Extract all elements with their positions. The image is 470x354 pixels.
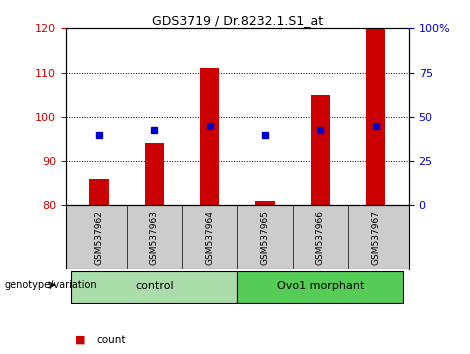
Text: ■: ■: [75, 335, 86, 345]
Text: GSM537963: GSM537963: [150, 210, 159, 265]
Text: GSM537965: GSM537965: [260, 210, 269, 265]
Text: count: count: [96, 335, 126, 345]
Bar: [145, 143, 164, 205]
Text: Ovo1 morphant: Ovo1 morphant: [277, 281, 364, 291]
Text: GSM537962: GSM537962: [94, 210, 103, 265]
Bar: [200, 68, 219, 205]
Bar: [255, 201, 274, 205]
Bar: [237, 271, 403, 303]
Text: GSM537966: GSM537966: [316, 210, 325, 265]
Bar: [89, 179, 109, 205]
Text: control: control: [135, 281, 173, 291]
Text: GSM537964: GSM537964: [205, 210, 214, 265]
Text: genotype/variation: genotype/variation: [5, 280, 97, 290]
Text: GSM537967: GSM537967: [371, 210, 380, 265]
Bar: [71, 271, 237, 303]
Bar: [311, 95, 330, 205]
Title: GDS3719 / Dr.8232.1.S1_at: GDS3719 / Dr.8232.1.S1_at: [152, 14, 323, 27]
Bar: [366, 28, 385, 205]
